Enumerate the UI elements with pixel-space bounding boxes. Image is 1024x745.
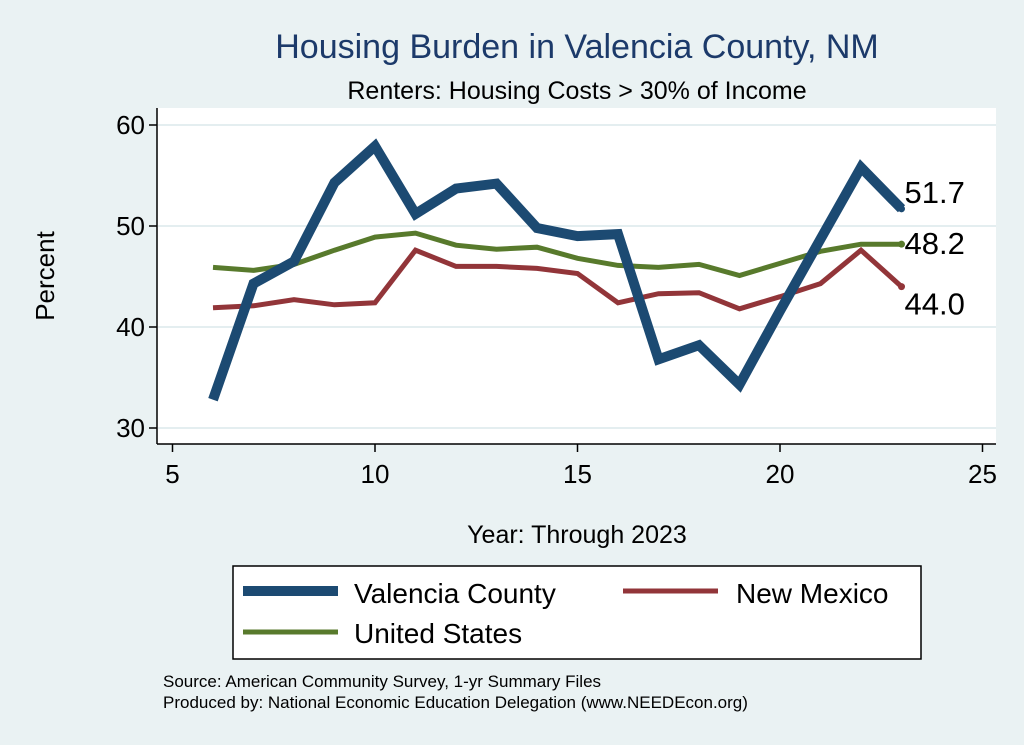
legend: Valencia County New Mexico United States — [232, 565, 922, 660]
produced-note: Produced by: National Economic Education… — [163, 693, 748, 712]
chart-subtitle: Renters: Housing Costs > 30% of Income — [347, 77, 806, 105]
y-tick-label-30: 30 — [116, 413, 145, 443]
end-marker-united-states — [898, 240, 905, 248]
end-label-united-states: 48.2 — [905, 226, 965, 261]
x-tick-label-10: 10 — [361, 459, 390, 489]
source-note: Source: American Community Survey, 1-yr … — [163, 672, 601, 691]
chart-title: Housing Burden in Valencia County, NM — [275, 28, 879, 66]
end-marker-new-mexico — [898, 283, 905, 291]
x-tick-label-20: 20 — [766, 459, 795, 489]
plot-area — [157, 108, 996, 444]
y-axis-ticks: 30 40 50 60 — [116, 110, 157, 443]
end-label-new-mexico: 44.0 — [905, 287, 965, 322]
end-marker-valencia-county — [898, 205, 905, 213]
series-line-united-states — [212, 230, 902, 279]
legend-label-new-mexico: New Mexico — [736, 578, 888, 609]
x-axis-label: Year: Through 2023 — [467, 521, 687, 549]
x-axis-ticks: 5 10 15 20 25 — [165, 444, 997, 489]
axes — [156, 108, 996, 445]
legend-label-united-states: United States — [354, 618, 522, 649]
end-label-valencia-county: 51.7 — [905, 175, 965, 210]
legend-box — [232, 565, 922, 660]
legend-label-valencia-county: Valencia County — [354, 578, 556, 609]
y-tick-label-40: 40 — [116, 312, 145, 342]
end-labels: 51.7 44.0 48.2 — [905, 175, 965, 322]
y-tick-label-60: 60 — [116, 110, 145, 140]
gridlines — [158, 124, 996, 429]
series-line-valencia-county — [208, 138, 906, 402]
x-tick-label-15: 15 — [563, 459, 592, 489]
series-layer — [208, 138, 906, 402]
y-tick-label-50: 50 — [116, 211, 145, 241]
x-tick-label-25: 25 — [968, 459, 997, 489]
y-axis-label: Percent — [30, 230, 60, 320]
x-tick-label-5: 5 — [165, 459, 179, 489]
